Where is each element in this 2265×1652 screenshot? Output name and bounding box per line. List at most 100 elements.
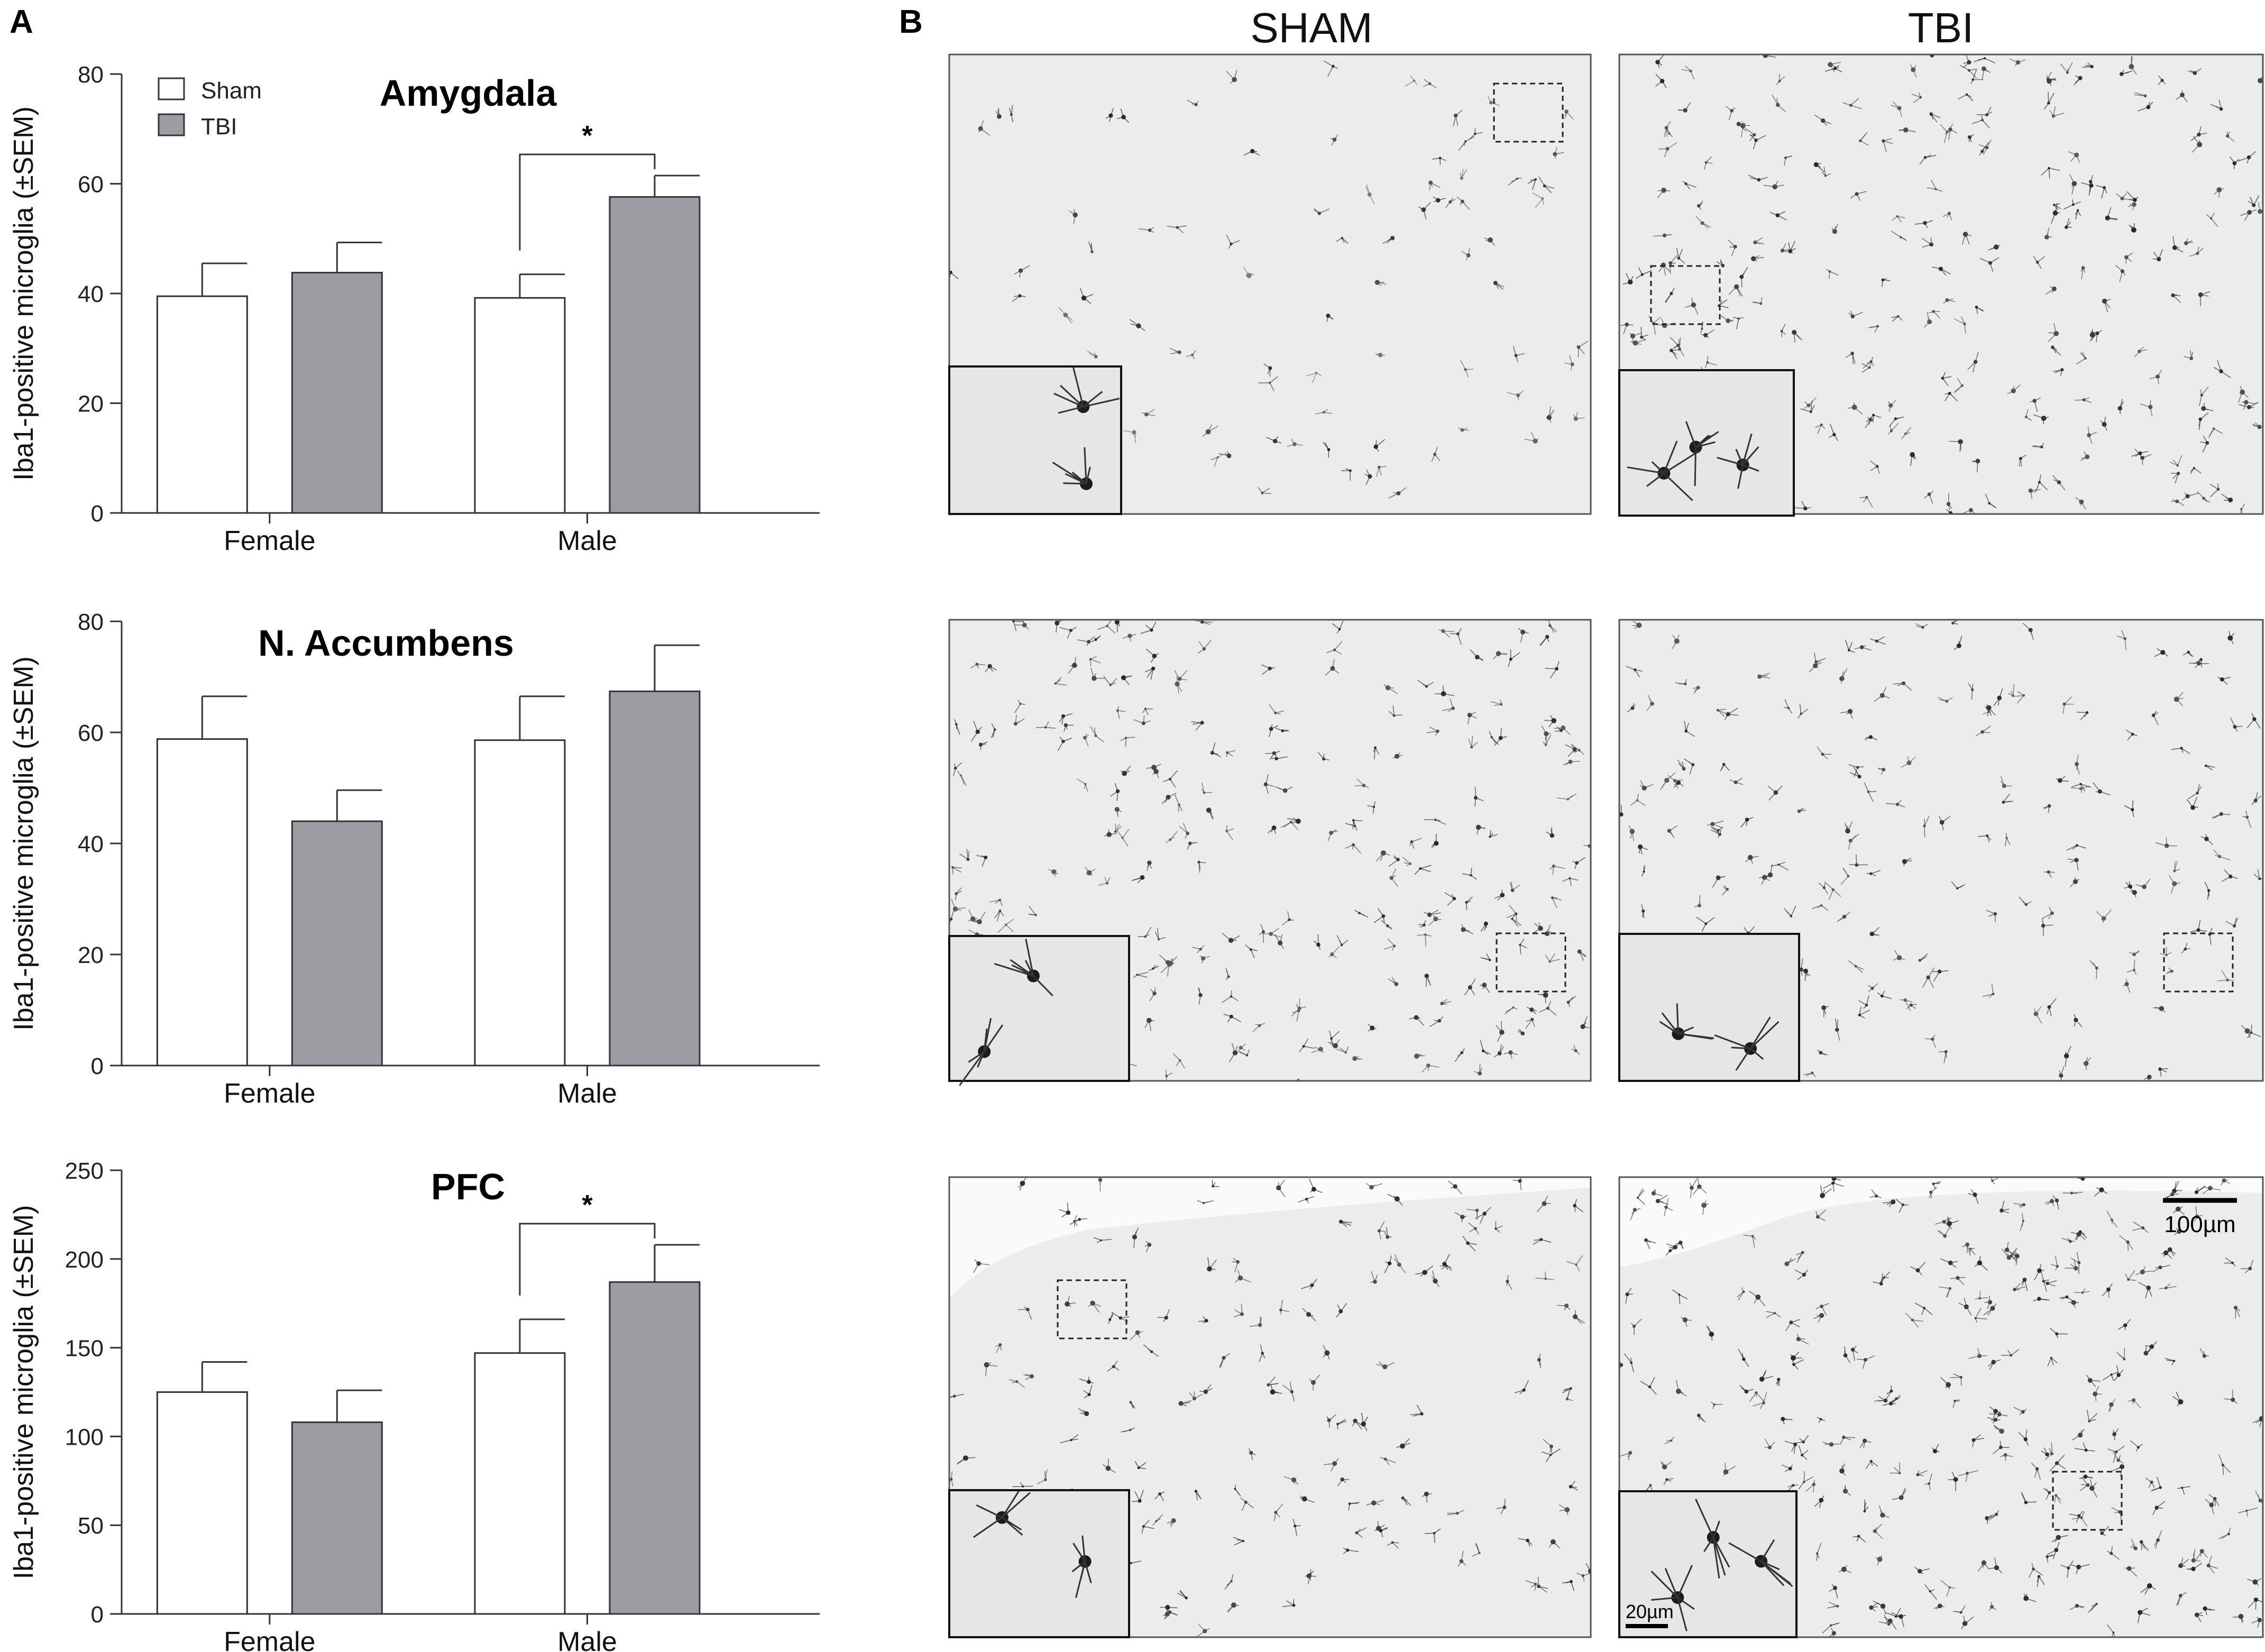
microglia-process xyxy=(2200,291,2211,296)
microglia-process xyxy=(1179,1591,1187,1599)
microglia-process xyxy=(1063,725,1067,732)
microglia-process xyxy=(2116,193,2123,199)
y-tick-label: 0 xyxy=(91,1602,104,1628)
microglia-process xyxy=(1904,857,1911,862)
microglia-process xyxy=(2071,183,2075,188)
microglia-process xyxy=(1671,1436,1675,1441)
microglia-cell xyxy=(1197,860,1200,864)
microglia-process xyxy=(989,900,1000,903)
microglia-process xyxy=(2250,197,2254,206)
microglia-process xyxy=(950,272,959,280)
microglia-process xyxy=(1227,752,1233,757)
microglia-process xyxy=(1226,828,1234,832)
microglia-process xyxy=(1986,910,1996,914)
microglia-process xyxy=(1143,1526,1154,1529)
microglia-process xyxy=(959,853,968,860)
microglia-process xyxy=(2129,224,2134,231)
microglia-process xyxy=(1512,346,1517,356)
microglia-process xyxy=(1226,831,1234,841)
microglia-process xyxy=(1868,988,1873,993)
microglia-process xyxy=(1961,1244,1968,1247)
microglia-process xyxy=(1139,1490,1144,1501)
microglia-process xyxy=(1987,1302,1991,1309)
inset-process xyxy=(1001,1517,1023,1536)
microglia-process xyxy=(2132,800,2134,810)
microglia-process xyxy=(2170,883,2175,894)
microglia-process xyxy=(1663,1479,1667,1485)
microglia-cell xyxy=(2143,94,2147,98)
microglia-process xyxy=(1015,721,1020,724)
microglia-process xyxy=(1705,156,1712,163)
microglia-process xyxy=(2257,869,2260,879)
microglia-process xyxy=(1965,234,1972,236)
microglia-process xyxy=(1067,665,1075,674)
microglia-process xyxy=(1056,623,1058,633)
microglia-process xyxy=(1967,361,1976,370)
microglia-process xyxy=(1632,625,1639,627)
microglia-process xyxy=(1442,998,1447,1004)
microglia-process xyxy=(1371,1184,1375,1188)
microglia-process xyxy=(1133,974,1138,978)
microglia-process xyxy=(2099,791,2111,796)
microglia-process xyxy=(1548,1541,1554,1548)
microglia-process xyxy=(1973,461,1978,463)
microglia-process xyxy=(2160,1068,2167,1073)
microglia-process xyxy=(2118,1369,2124,1375)
microglia-process xyxy=(1649,1387,1657,1395)
microglia-process xyxy=(1108,829,1110,835)
microglia-process xyxy=(1850,98,1859,106)
microglia-process xyxy=(1852,311,1863,317)
microglia-process xyxy=(1828,1601,1838,1607)
inset-process xyxy=(994,963,1034,977)
microglia-process xyxy=(2001,1248,2010,1258)
microglia-process xyxy=(1562,878,1570,882)
microglia-process xyxy=(1439,1016,1444,1021)
microglia-process xyxy=(1549,959,1560,962)
microglia-process xyxy=(1191,947,1201,950)
microglia-process xyxy=(1486,953,1490,960)
microglia-process xyxy=(1814,1500,1822,1507)
microglia-process xyxy=(1630,800,1638,806)
microglia-process xyxy=(2255,1490,2261,1501)
microglia-process xyxy=(2129,881,2131,887)
microglia-process xyxy=(1154,931,1159,940)
microglia-process xyxy=(1883,1271,1891,1278)
microglia-process xyxy=(1662,1462,1665,1467)
microglia-process xyxy=(1240,1278,1252,1283)
microglia-process xyxy=(1378,1361,1386,1368)
microglia-process xyxy=(2158,75,2163,81)
microglia-process xyxy=(1665,293,1672,303)
microglia-process xyxy=(1640,326,1642,337)
microglia-process xyxy=(1948,493,1949,504)
microglia-process xyxy=(1684,304,1694,308)
microglia-process xyxy=(1374,747,1380,755)
microglia-process xyxy=(1269,376,1279,383)
microglia-process xyxy=(1545,1454,1551,1463)
microglia-process xyxy=(1079,1378,1089,1382)
microglia-process xyxy=(1212,1182,1216,1187)
microglia-process xyxy=(2086,1449,2095,1452)
microglia-process xyxy=(1378,1524,1385,1529)
microglia-process xyxy=(1854,767,1858,777)
microglia-process xyxy=(1406,863,1411,866)
microglia-process xyxy=(1828,889,1834,901)
microglia-process xyxy=(1221,996,1232,1003)
microglia-process xyxy=(1137,974,1148,978)
microglia-process xyxy=(1203,956,1210,959)
microglia-process xyxy=(1573,1045,1576,1051)
microglia-process xyxy=(1416,1017,1424,1026)
microglia-process xyxy=(2012,684,2015,696)
microglia-process xyxy=(1763,1391,1767,1403)
microglia-process xyxy=(1417,680,1427,687)
microglia-process xyxy=(1890,400,1896,406)
microglia-process xyxy=(1432,843,1437,846)
zoom-region-box xyxy=(1057,1279,1127,1339)
microglia-process xyxy=(1899,1204,1903,1213)
micrograph-frame xyxy=(948,1176,1592,1638)
microglia-process xyxy=(1443,685,1444,694)
microglia-process xyxy=(1666,127,1670,134)
microglia-process xyxy=(1976,307,1984,311)
microglia-process xyxy=(955,908,961,911)
microglia-process xyxy=(1854,407,1863,415)
microglia-process xyxy=(2161,1252,2166,1254)
